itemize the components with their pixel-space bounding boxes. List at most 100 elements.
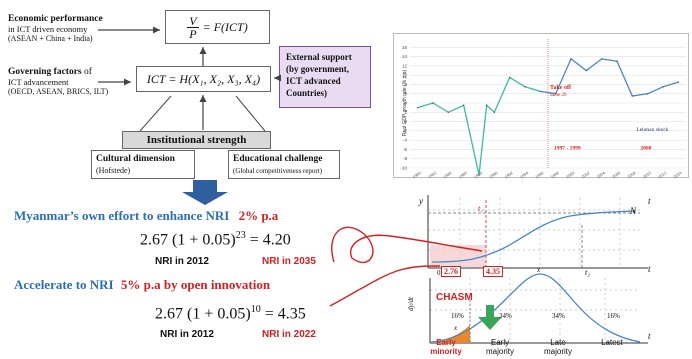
gdp-xtick-label: 2004 xyxy=(596,170,607,180)
chasm-arrow xyxy=(478,305,502,330)
gdp-xtick-label: 1996 xyxy=(534,170,545,180)
nri-heading-2: Accelerate to NRI xyxy=(14,277,114,292)
gdp-ytick-label: 8 xyxy=(404,82,407,87)
red-connector-upper xyxy=(331,226,483,264)
cat-early-majority: Early majority xyxy=(480,338,520,356)
gdp-annotation-period: 1997 - 1999 xyxy=(554,145,581,151)
cat-late-majority: Late majority xyxy=(538,338,578,356)
cat-early-minority-2: minority xyxy=(430,347,462,356)
gdp-xtick-label: 2010 xyxy=(642,170,653,180)
gdp-data-point xyxy=(662,86,664,88)
educational-sub: (Global competitiveness report) xyxy=(233,167,323,175)
gdp-xtick-label: 1994 xyxy=(519,170,530,180)
formula-v: V xyxy=(187,13,199,28)
x-mark-small: x xyxy=(454,324,458,332)
educational-challenge-box: Educational challenge (Global competitiv… xyxy=(228,150,340,179)
pct-late-majority: 34% xyxy=(552,312,565,320)
cultural-sub: (Hofstede) xyxy=(96,166,131,175)
gdp-data-point xyxy=(524,86,526,88)
gdp-ytick-label: 10 xyxy=(402,73,408,78)
gdp-data-point xyxy=(493,111,496,113)
gdp-xtick-label: 1992 xyxy=(504,170,515,180)
gdp-data-point xyxy=(646,93,649,95)
diff-t-label-mid: t xyxy=(648,264,651,274)
red-connector-lower xyxy=(329,265,441,307)
eq2-exponent: 10 xyxy=(250,304,261,315)
gdp-ytick-label: 16 xyxy=(402,45,408,50)
gdp-data-point xyxy=(416,106,419,109)
nri-2012-label-b: NRI in 2012 xyxy=(160,329,214,340)
chasm-label: CHASM xyxy=(436,292,473,303)
eq2-base: 2.67 (1 + 0.05) xyxy=(155,305,251,323)
gdp-ytick-label: 6 xyxy=(404,91,407,96)
diff-t-label-top: t xyxy=(648,196,651,206)
formula-rhs: = F(ICT) xyxy=(202,19,248,34)
gdp-data-point xyxy=(616,60,618,62)
diff-n-label: N xyxy=(630,206,637,216)
gdp-series-late xyxy=(540,57,679,97)
gdp-data-point xyxy=(485,104,488,107)
cat-early-majority-1: Early xyxy=(490,338,510,347)
diff-t1-label: t₁ xyxy=(478,204,484,213)
eq1-result: = 4.20 xyxy=(249,231,291,249)
formula-fraction: V P xyxy=(187,13,199,41)
diff-dydt-label: dy/dt xyxy=(407,297,415,311)
nri-2012-label-a: NRI in 2012 xyxy=(155,256,209,267)
gdp-ytick-label: 0 xyxy=(404,119,407,124)
diff-value-276: 2.76 xyxy=(441,266,461,277)
gdp-chart-frame xyxy=(393,33,689,178)
external-support-line1: External support xyxy=(286,52,352,62)
gdp-xtick-label: 2006 xyxy=(611,170,622,180)
gdp-data-point xyxy=(677,81,680,83)
nri-2022-label: NRI in 2022 xyxy=(262,329,316,340)
gdp-xtick-label: 1998 xyxy=(550,170,561,180)
gdp-data-point xyxy=(478,174,480,176)
gdp-xtick-label: 1982 xyxy=(427,170,438,180)
institutional-strength-label: Institutional strength xyxy=(146,134,247,146)
gdp-annotation-takeoff: Take off xyxy=(550,85,572,91)
gdp-ytick-label: -8 xyxy=(403,156,407,161)
cat-early-majority-2: majority xyxy=(485,347,514,356)
nri-heading-2-row: Accelerate to NRI 5% p.a by open innovat… xyxy=(14,277,270,293)
cat-latest: Latest xyxy=(601,338,623,347)
formula-p: P xyxy=(189,26,197,41)
gdp-xtick-label: 2000 xyxy=(565,170,576,180)
gdp-annotation-same: same 20 xyxy=(550,93,567,98)
governing-factors-line2: ICT advancement xyxy=(8,77,69,87)
gdp-data-point xyxy=(570,58,572,60)
gdp-xtick-label: 2012 xyxy=(657,170,668,180)
cat-early-minority-1: Early xyxy=(436,338,456,347)
diff-x-label: x xyxy=(537,266,541,274)
nri-rate-2: 5% p.a by open innovation xyxy=(120,277,271,292)
nri-equation-2: 2.67 (1 + 0.05)10 = 4.35 xyxy=(155,304,306,323)
gdp-ytick-label: -10 xyxy=(400,166,407,171)
gdp-xtick-label: 2002 xyxy=(580,170,591,180)
gdp-ytick-label: 14 xyxy=(402,54,408,59)
gdp-annotation-lehman: Lehman shock xyxy=(636,127,668,133)
gdp-xtick-label: 2008 xyxy=(626,170,637,180)
governing-factors-line3: (OECD, ASEAN, BRICS, ILT) xyxy=(8,87,109,96)
logistic-curve xyxy=(431,210,637,263)
bell-curve xyxy=(430,273,641,343)
governing-factors-title: Governing factors xyxy=(8,67,82,77)
economic-performance-line2: in ICT driven economy xyxy=(8,24,88,34)
diff-t2-label: t₂ xyxy=(585,268,591,277)
gdp-data-point xyxy=(447,111,450,113)
early-minority-area xyxy=(431,325,470,343)
pct-early-majority: 34% xyxy=(499,312,512,320)
gdp-data-point xyxy=(432,102,434,104)
formula-ict: ICT = H(X₁, X₂, X₃, X₄) xyxy=(146,71,261,86)
economic-performance-title: Economic performance xyxy=(8,14,103,24)
gdp-xtick-label: 1990 xyxy=(488,170,499,180)
governing-factors-suffix: of xyxy=(81,67,92,77)
economic-performance-block: Economic performance in ICT driven econo… xyxy=(8,14,168,43)
gdp-ytick-label: -6 xyxy=(403,147,407,152)
gdp-xtick-label: 1980 xyxy=(412,170,423,180)
gdp-xtick-label: 1984 xyxy=(442,170,453,180)
gdp-data-point xyxy=(585,69,588,72)
gdp-xtick-label: 1986 xyxy=(458,170,469,180)
gdp-data-point xyxy=(508,76,511,79)
nri-target-region xyxy=(430,245,486,267)
